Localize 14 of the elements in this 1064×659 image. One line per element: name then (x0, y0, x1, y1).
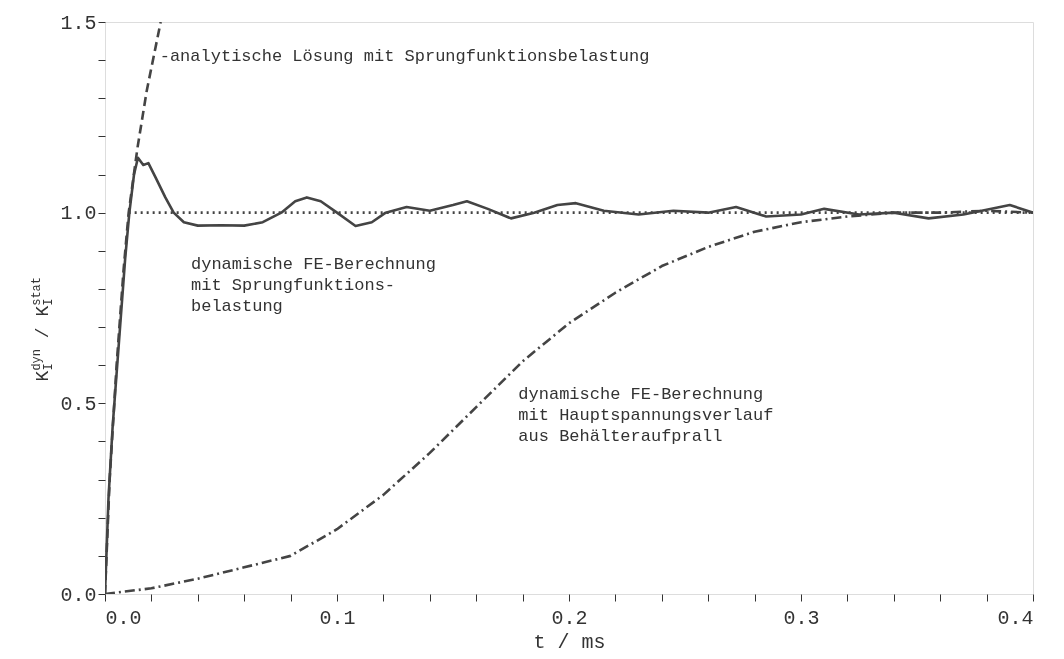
y-tick-label: 0.5 (60, 392, 97, 416)
annotation: -analytische Lösung mit Sprungfunktionsbelastung (159, 47, 650, 67)
x-tick-label: 0.4 (997, 606, 1034, 630)
y-tick-label: 1.0 (60, 202, 97, 226)
x-tick-label: 0.0 (105, 606, 142, 630)
x-tick-label: 0.3 (783, 606, 820, 630)
x-tick-label: 0.1 (319, 606, 356, 630)
x-axis-title: t / ms (533, 630, 606, 654)
x-tick-label: 0.2 (551, 606, 588, 630)
annotation: dynamische FE-Berechnung mit Hauptspannungsverlauf aus Behälteraufprall (518, 385, 774, 447)
y-tick-label: 1.5 (60, 11, 97, 35)
y-axis-title: KIdyn / KIstat (30, 276, 56, 382)
annotation: dynamische FE-Berechnung mit Sprungfunktions- belastung (191, 254, 436, 316)
y-tick-label: 0.0 (60, 583, 97, 607)
